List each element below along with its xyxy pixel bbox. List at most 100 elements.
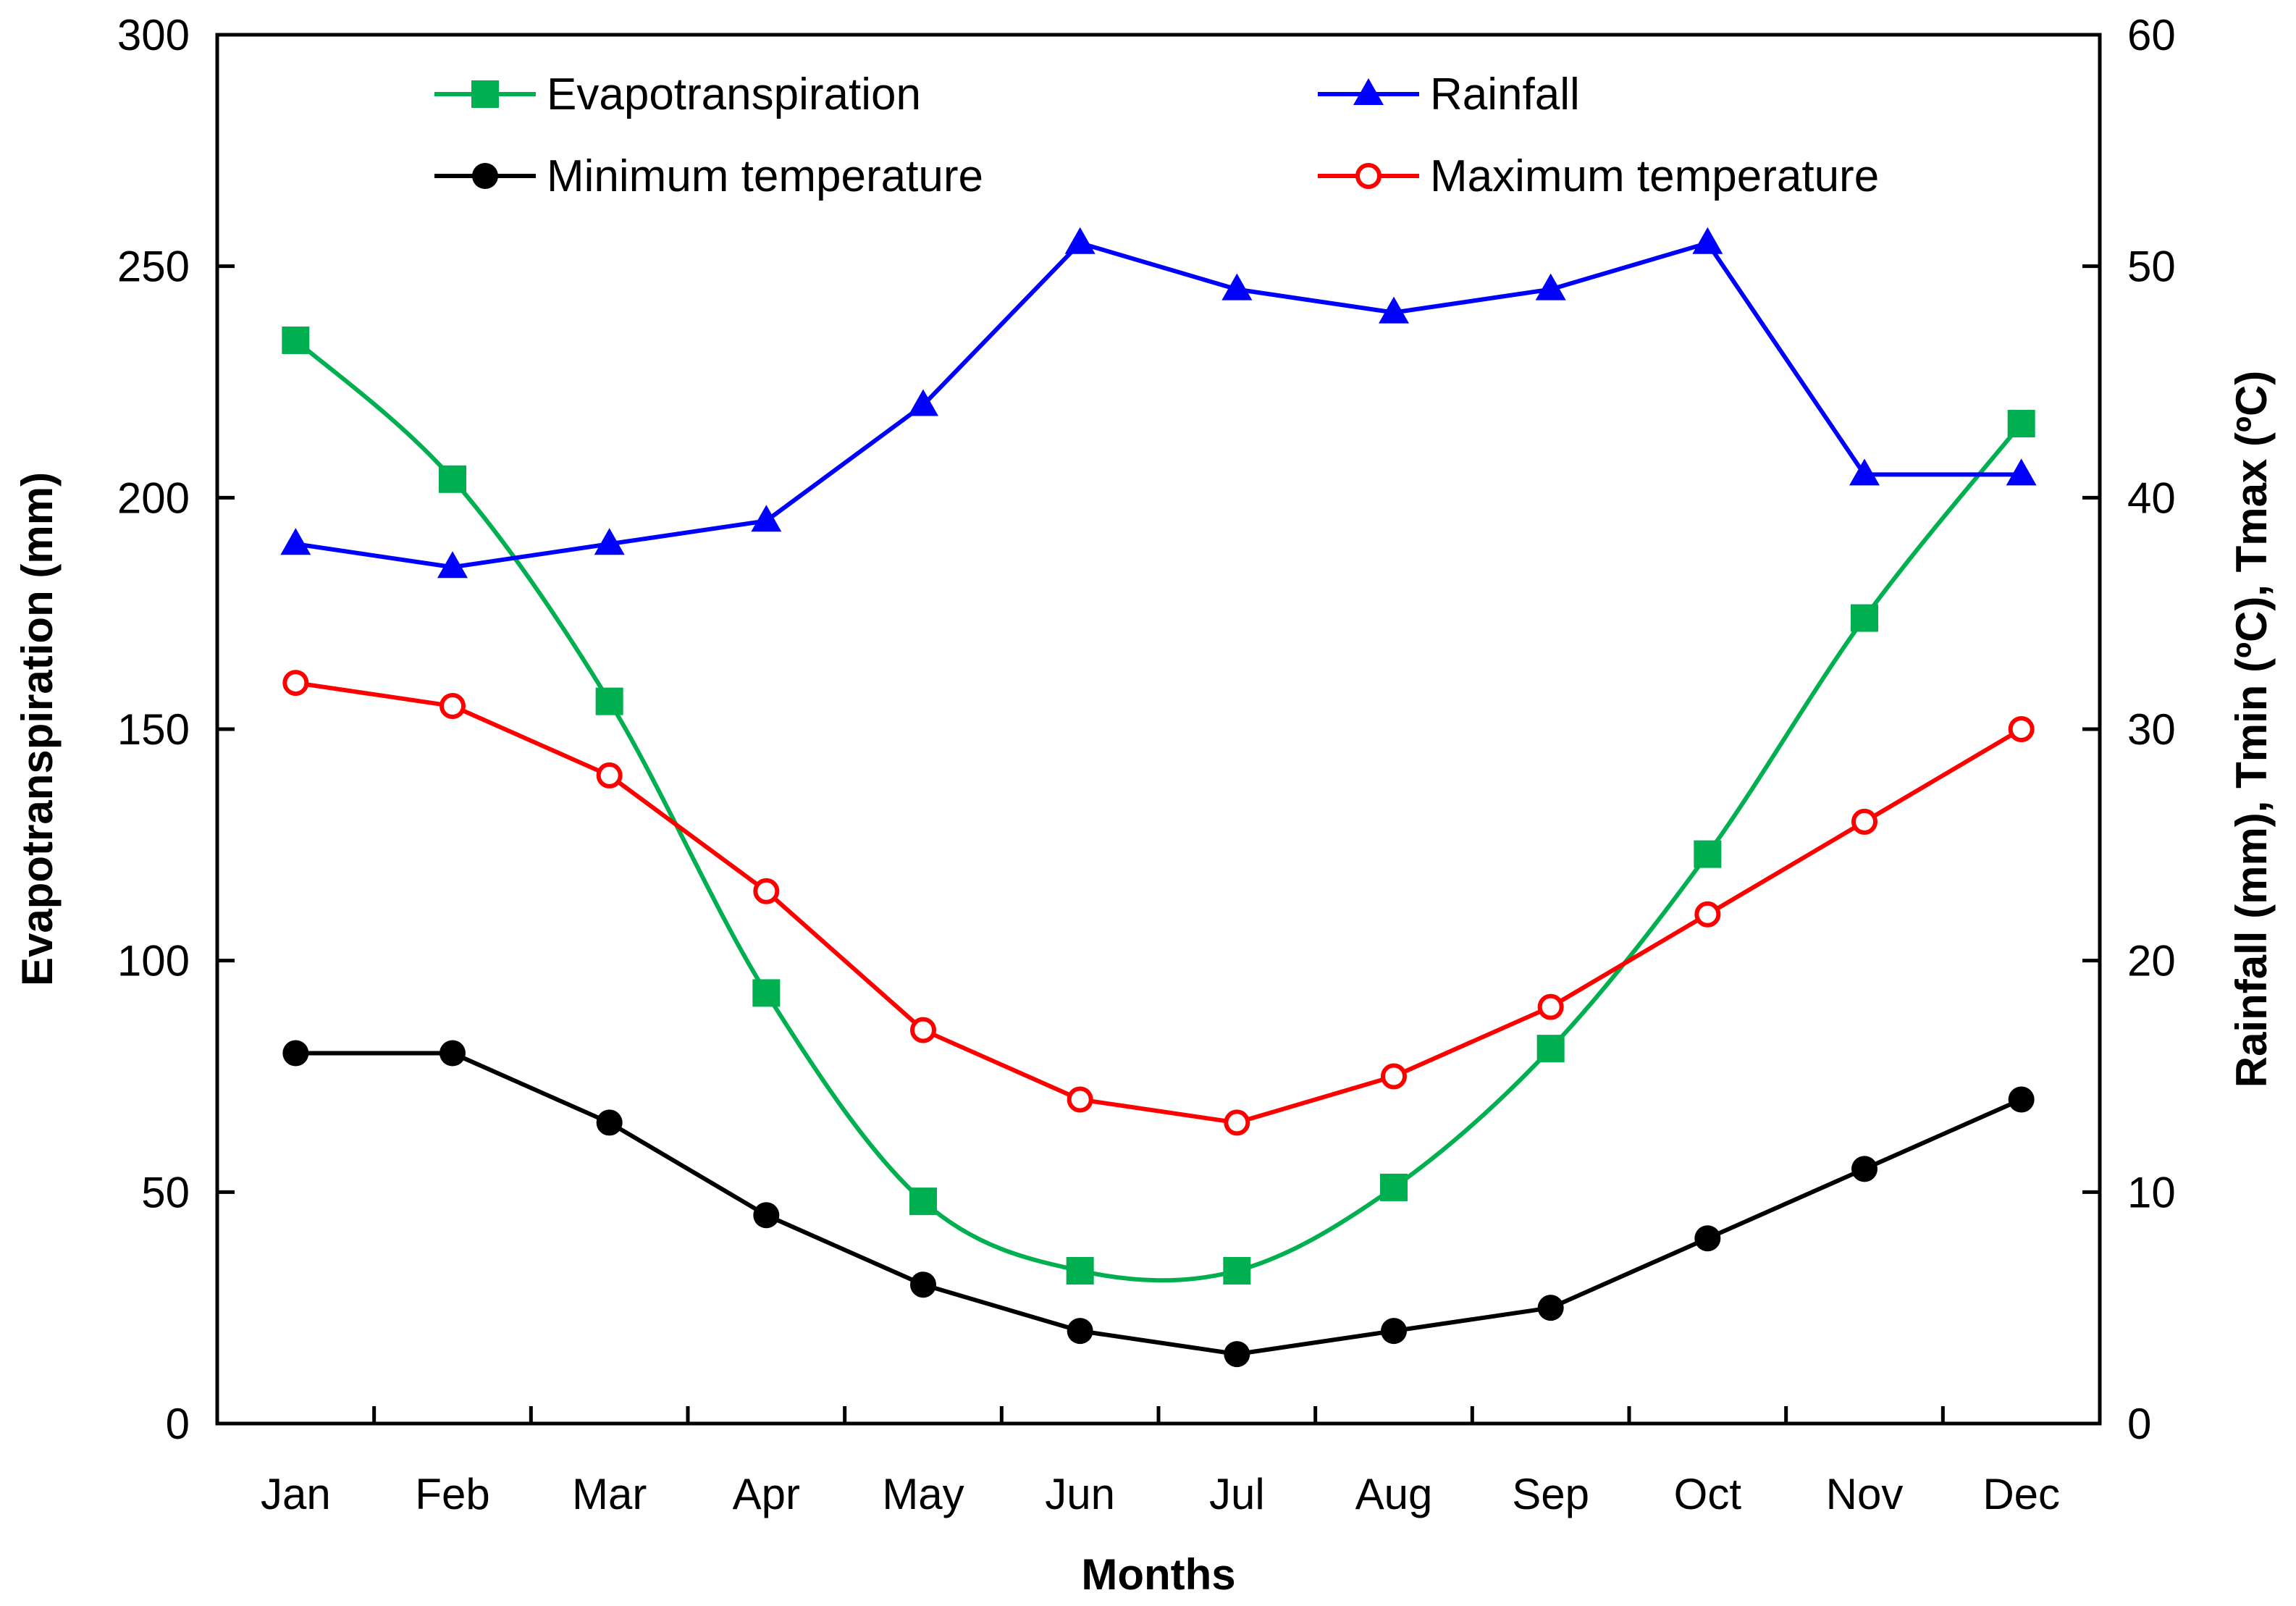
x-tick-label: Nov	[1826, 1470, 1904, 1518]
y2-tick-label: 40	[2127, 474, 2176, 522]
y-tick-label: 100	[117, 937, 190, 985]
data-point	[1380, 1173, 1408, 1201]
data-point	[1692, 227, 1723, 254]
data-point	[910, 1271, 936, 1298]
x-tick-label: Jun	[1045, 1470, 1115, 1518]
data-point	[1379, 296, 1409, 324]
x-tick-label: Oct	[1674, 1470, 1742, 1518]
legend-label: Maximum temperature	[1430, 151, 1879, 201]
x-axis-title: Months	[1081, 1550, 1235, 1599]
data-point	[753, 1202, 780, 1229]
series-evapotranspiration	[282, 326, 2035, 1285]
x-tick-label: May	[882, 1470, 964, 1518]
y-tick-label: 150	[117, 705, 190, 754]
data-point	[280, 528, 311, 555]
data-point	[1381, 1063, 1407, 1090]
data-point	[282, 1040, 309, 1067]
y2-axis-title: Rainfall (mm), Tmin (ºC), Tmax (ºC)	[2227, 371, 2276, 1088]
series-line	[295, 1051, 2022, 1357]
data-point	[2006, 458, 2037, 486]
data-point	[440, 693, 466, 720]
data-point	[752, 979, 781, 1007]
data-point	[1223, 1257, 1251, 1285]
data-point	[282, 326, 310, 354]
x-tick-label: Mar	[572, 1470, 647, 1518]
legend-item-minimum-temperature: Minimum temperature	[434, 151, 983, 201]
data-point	[440, 1040, 466, 1067]
data-point	[437, 551, 468, 579]
data-point	[2007, 410, 2035, 438]
data-point	[1067, 1318, 1093, 1345]
x-tick-label: Sep	[1512, 1470, 1589, 1518]
data-point	[439, 465, 466, 493]
x-tick-label: Apr	[733, 1470, 800, 1518]
legend-marker	[1353, 78, 1384, 105]
data-point	[1221, 273, 1253, 300]
data-point	[1535, 273, 1566, 300]
series-line	[294, 338, 2024, 1283]
data-point	[751, 505, 782, 532]
series-line	[295, 681, 2023, 1125]
data-point	[1537, 1295, 1564, 1321]
data-point	[594, 528, 625, 555]
y-tick-label: 300	[117, 11, 190, 59]
x-tick-label: Jul	[1209, 1470, 1265, 1518]
y-tick-label: 0	[166, 1400, 190, 1448]
data-point	[1224, 1341, 1250, 1368]
data-point	[1381, 1318, 1407, 1345]
data-point	[909, 1187, 937, 1216]
data-point	[1694, 1225, 1721, 1252]
data-point	[1849, 458, 1880, 486]
data-point	[282, 670, 309, 697]
series-minimum-temperature	[282, 1040, 2035, 1368]
series-layer	[280, 227, 2037, 1368]
data-point	[908, 389, 938, 416]
y-tick-label: 50	[141, 1168, 190, 1216]
data-point	[1851, 604, 1878, 632]
x-tick-label: Aug	[1355, 1470, 1433, 1518]
x-tick-label: Feb	[415, 1470, 489, 1518]
axis-ticks: Jan Feb Mar Apr May Jun Jul Aug Sep Oct Nov Dec 0 50 1…	[117, 11, 2176, 1518]
data-point	[910, 1017, 936, 1043]
x-tick-label: Dec	[1982, 1470, 2060, 1518]
legend-marker	[472, 163, 498, 189]
y-tick-label: 250	[117, 243, 190, 291]
data-point	[2008, 1086, 2035, 1113]
series-line	[295, 240, 2022, 570]
y2-tick-label: 20	[2127, 937, 2176, 985]
series-rainfall	[280, 227, 2037, 579]
data-point	[596, 762, 623, 789]
legend-item-maximum-temperature: Maximum temperature	[1318, 151, 1879, 201]
legend-item-rainfall: Rainfall	[1318, 70, 1580, 119]
data-point	[1224, 1109, 1250, 1136]
data-point	[1851, 808, 1877, 835]
y-axis-title: Evapotranspiration (mm)	[13, 472, 62, 986]
y2-tick-label: 60	[2127, 11, 2176, 59]
legend-label: Minimum temperature	[547, 151, 983, 201]
y-tick-label: 200	[117, 474, 190, 522]
legend: Evapotranspiration Rainfall Minimum temper…	[434, 70, 1879, 201]
data-point	[1851, 1156, 1877, 1182]
legend-marker	[1355, 163, 1382, 189]
series-maximum-temperature	[282, 670, 2035, 1136]
data-point	[1694, 901, 1721, 928]
y2-tick-label: 10	[2127, 1168, 2176, 1216]
data-point	[1694, 840, 1722, 868]
data-point	[1064, 227, 1096, 254]
y2-tick-label: 30	[2127, 705, 2176, 754]
data-point	[753, 878, 780, 904]
x-tick-label: Jan	[261, 1470, 331, 1518]
data-point	[596, 1109, 623, 1136]
data-point	[1067, 1086, 1093, 1113]
y2-tick-label: 50	[2127, 243, 2176, 291]
data-point	[595, 687, 623, 715]
data-point	[1537, 993, 1564, 1020]
legend-item-evapotranspiration: Evapotranspiration	[434, 70, 921, 119]
legend-label: Evapotranspiration	[547, 70, 921, 119]
data-point	[2008, 716, 2035, 742]
legend-marker	[471, 80, 499, 108]
data-point	[1066, 1257, 1094, 1285]
y2-tick-label: 0	[2127, 1400, 2151, 1448]
data-point	[1536, 1035, 1565, 1063]
